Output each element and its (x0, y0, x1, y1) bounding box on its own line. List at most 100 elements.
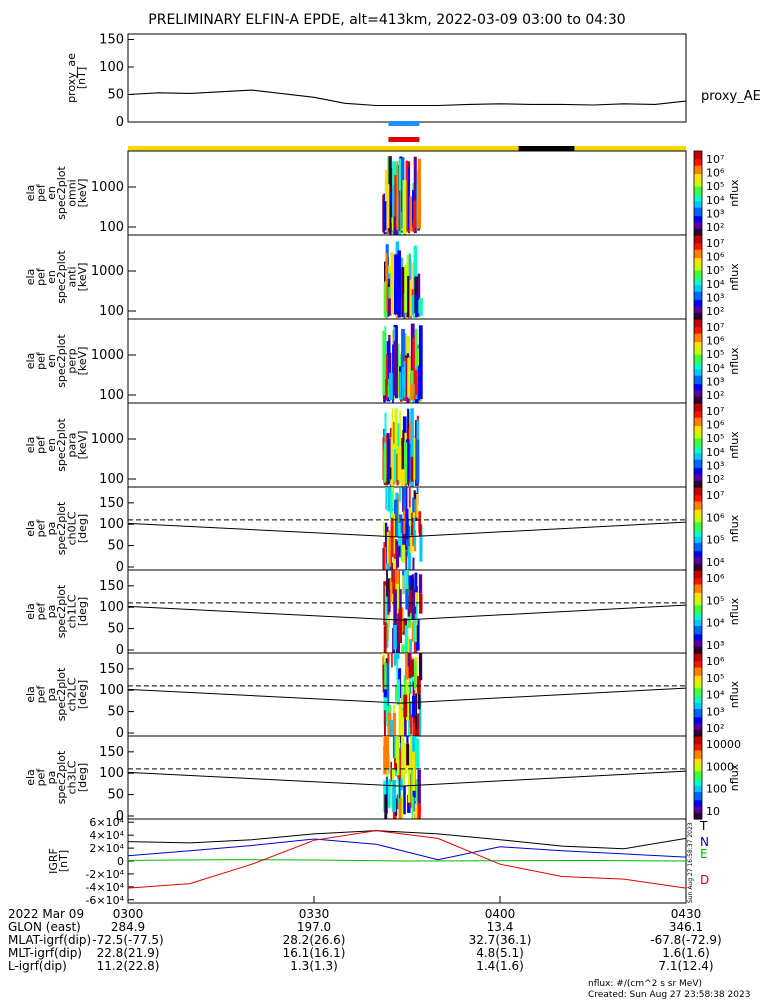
colorbar-segment (694, 205, 702, 209)
colorbar-segment (694, 563, 702, 567)
colorbar-segment (694, 392, 702, 396)
spectrogram-streak (411, 295, 414, 315)
energy-panel-tick-label: 100 (99, 388, 124, 403)
colorbar-segment (694, 302, 702, 305)
colorbar-segment (694, 190, 702, 194)
spectrogram-streak (410, 736, 414, 756)
pitch-colorbar-tick-label: 10⁶ (706, 511, 725, 524)
colorbar-segment (694, 163, 702, 167)
colorbar-segment (694, 484, 702, 488)
colorbar-segment (694, 369, 702, 373)
colorbar-segment (694, 758, 702, 762)
colorbar-segment (694, 738, 702, 741)
energy-colorbar-tick-label: 10² (706, 389, 724, 402)
colorbar-segment (694, 491, 702, 494)
colorbar-segment (694, 379, 702, 383)
pitch-panel-tick-label: 150 (99, 496, 124, 511)
spectrogram-streak (416, 493, 419, 518)
colorbar-segment (694, 570, 702, 573)
colorbar-segment (694, 536, 702, 540)
colorbar-segment (694, 245, 702, 249)
colorbar-segment (694, 279, 702, 282)
colorbar-segment (694, 661, 702, 664)
spectrogram-streak (395, 684, 399, 702)
spectrogram-streak (391, 653, 393, 668)
colorbar-segment (694, 748, 702, 752)
colorbar-segment (694, 682, 702, 685)
spectrogram-streak (396, 161, 399, 231)
footer: nflux: #/(cm^2 s sr MeV) Created: Sun Au… (588, 979, 750, 1000)
spectrogram-streak (394, 408, 398, 484)
energy-colorbar-label: nflux (728, 431, 741, 459)
proxy-ae-tick-label: 150 (99, 33, 124, 48)
colorbar-segment (694, 287, 702, 291)
colorbar-segment (694, 329, 702, 333)
colorbar-segment (694, 650, 702, 654)
spectrogram-streak (413, 620, 416, 643)
colorbar-segment (694, 707, 702, 710)
spectrogram-streak (412, 189, 415, 228)
spectrogram-streak (386, 253, 388, 312)
pitch-panel-tick-label: 100 (99, 517, 124, 532)
colorbar-segment (694, 673, 702, 677)
colorbar-segment (694, 451, 702, 454)
spectrogram-streak (415, 713, 420, 736)
colorbar-segment (694, 335, 702, 339)
colorbar-segment (694, 586, 702, 590)
colorbar-segment (694, 232, 702, 236)
colorbar-segment (694, 524, 702, 528)
colorbar-segment (694, 348, 702, 352)
pitch-colorbar-tick-label: 10000 (706, 738, 741, 751)
spectrogram-streak (418, 325, 423, 400)
colorbar-segment (694, 260, 702, 263)
proxy-ae-line (127, 89, 687, 107)
colorbar-segment (694, 520, 702, 523)
spectrogram-streak (410, 769, 413, 803)
colorbar-segment (694, 241, 702, 244)
spectrogram-streak (410, 714, 413, 735)
energy-panel-tick-label: 1000 (91, 348, 124, 363)
energy-colorbar-tick-label: 10⁷ (706, 237, 724, 250)
spectrogram-streak (414, 370, 418, 396)
spectrogram-streak (383, 449, 387, 483)
colorbar-segment (694, 663, 702, 667)
colorbar-segment (694, 717, 702, 720)
spectrogram-streak (398, 773, 401, 801)
spectrogram-streak (410, 456, 414, 482)
colorbar-segment (694, 783, 702, 787)
loss-cone-line (127, 521, 687, 538)
spectrogram-streak (406, 167, 410, 231)
spectrogram-streak (391, 562, 394, 570)
colorbar-segment (694, 688, 702, 691)
spectrogram-streak (392, 514, 395, 554)
energy-panel-tick-label: 1000 (91, 432, 124, 447)
pitch-panel-ylabel: elapefpaspec2plotch1LC[deg] (24, 584, 89, 638)
pitch-colorbar-tick-label: 10⁵ (706, 672, 724, 685)
energy-panel-tick-label: 1000 (91, 264, 124, 279)
spectrogram-streak (398, 798, 402, 819)
colorbar-segment (694, 763, 702, 766)
colorbar-segment (694, 653, 702, 656)
energy-colorbar-tick-label: 10⁵ (706, 180, 724, 193)
time-row-label: MLT-igrf(dip) (8, 946, 82, 960)
spectrogram-streak (386, 757, 389, 778)
colorbar-segment (694, 251, 702, 255)
spectrogram-streak (408, 279, 412, 317)
colorbar-segment (694, 247, 702, 251)
colorbar-segment (694, 165, 702, 169)
colorbar-segment (694, 316, 702, 320)
spectrogram-streak (385, 434, 388, 482)
time-row-value: 197.0 (297, 920, 331, 934)
colorbar-segment (694, 516, 702, 519)
igrf-tick-label: -2×10⁴ (85, 868, 124, 881)
blue-bar (388, 121, 420, 126)
colorbar-segment (694, 298, 702, 301)
colorbar-segment (694, 574, 702, 577)
colorbar-segment (694, 725, 702, 729)
colorbar-segment (694, 547, 702, 550)
colorbar-segment (694, 588, 702, 592)
proxy-ae-tick-label: 100 (99, 60, 124, 75)
colorbar-segment (694, 719, 702, 723)
spectrogram-streak (419, 298, 423, 316)
spectrogram-streak (403, 442, 408, 484)
